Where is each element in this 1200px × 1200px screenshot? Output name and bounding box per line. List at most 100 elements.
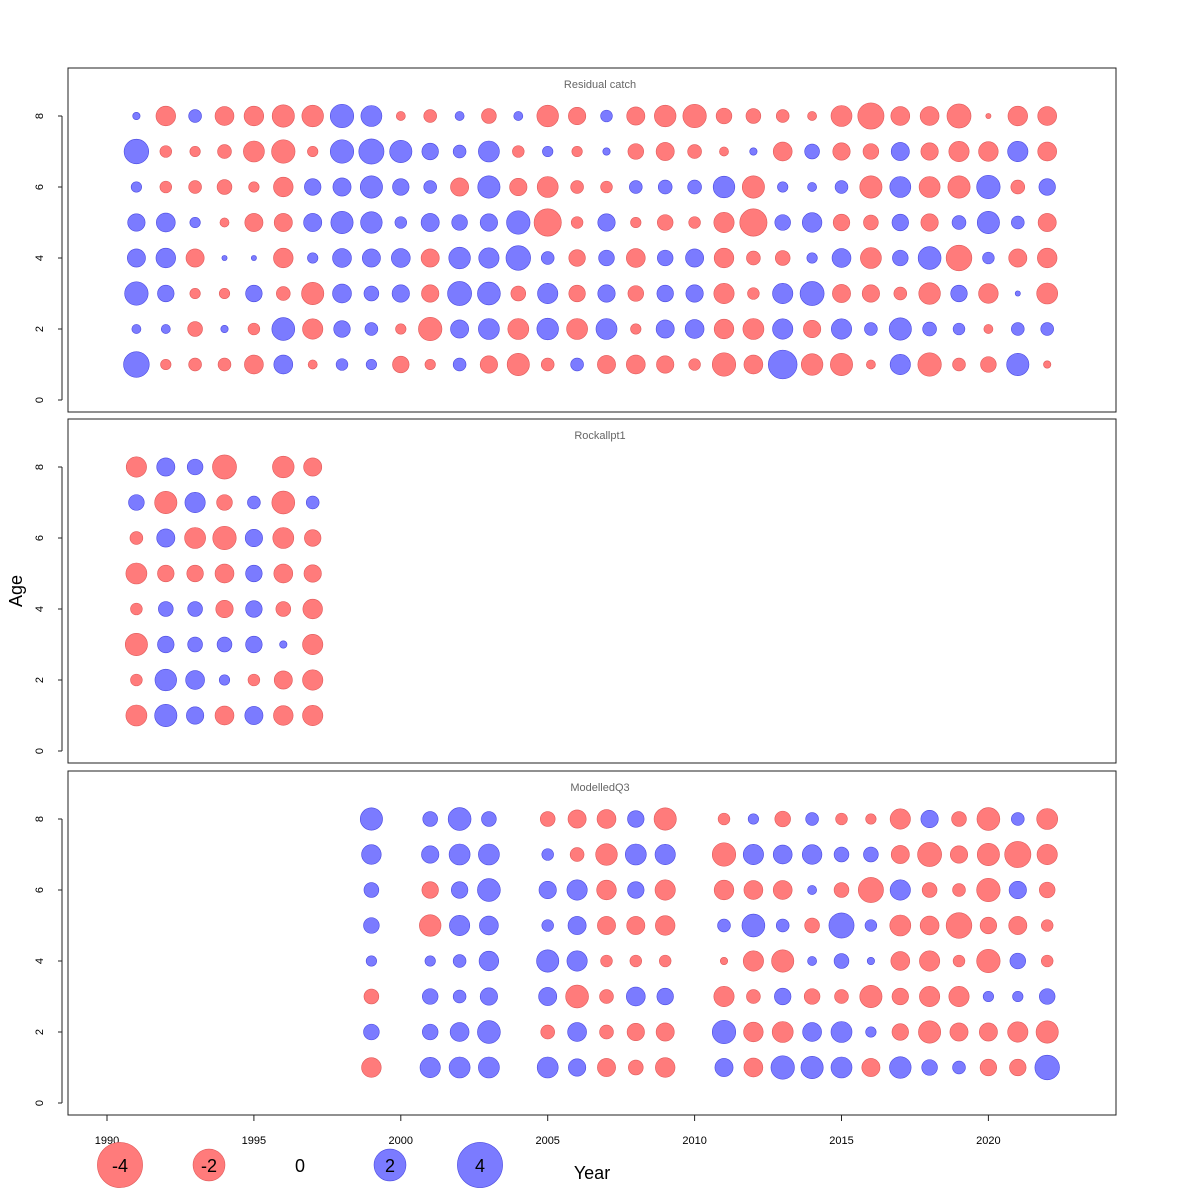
residual-bubble xyxy=(273,670,293,690)
y-tick-label: 0 xyxy=(34,748,46,754)
residual-bubble xyxy=(597,1058,616,1077)
x-tick-label: 1995 xyxy=(242,1135,266,1147)
residual-bubble xyxy=(481,108,497,124)
residual-bubble xyxy=(363,1023,380,1041)
residual-bubble xyxy=(302,634,324,655)
residual-bubble xyxy=(655,1057,676,1078)
residual-bubble xyxy=(132,111,141,121)
y-tick-label: 8 xyxy=(34,464,46,470)
residual-bubble xyxy=(533,208,562,237)
residual-bubble xyxy=(803,988,821,1005)
residual-bubble xyxy=(449,915,471,936)
residual-bubble xyxy=(1039,881,1056,899)
residual-bubble xyxy=(364,322,379,336)
residual-bubble xyxy=(362,248,381,268)
residual-bubble xyxy=(302,705,324,726)
residual-bubble xyxy=(478,140,500,163)
residual-bubble xyxy=(567,809,587,829)
residual-bubble xyxy=(719,956,729,966)
residual-bubble xyxy=(830,1021,853,1043)
residual-bubble xyxy=(271,317,296,341)
residual-bubble xyxy=(391,248,411,268)
residual-bubble xyxy=(743,1057,764,1078)
residual-bubble xyxy=(777,181,789,193)
residual-bubble xyxy=(423,180,437,194)
residual-bubble xyxy=(333,320,351,338)
residual-bubble xyxy=(626,1022,645,1042)
residual-bubble xyxy=(655,1022,675,1042)
residual-bubble xyxy=(746,250,761,266)
residual-bubble xyxy=(566,950,588,972)
residual-bubble xyxy=(774,250,791,266)
y-tick-label: 6 xyxy=(34,535,46,541)
residual-bubble xyxy=(185,670,205,690)
residual-bubble xyxy=(419,1057,441,1078)
y-tick-label: 6 xyxy=(34,184,46,190)
residual-bubble xyxy=(1041,919,1054,932)
y-tick-label: 2 xyxy=(34,677,46,683)
residual-bubble xyxy=(571,145,583,158)
residual-bubble xyxy=(653,807,677,831)
residual-bubble xyxy=(186,564,204,583)
residual-bubble xyxy=(243,140,265,163)
residual-bubble xyxy=(889,808,911,830)
residual-bubble xyxy=(600,109,613,123)
residual-bubble xyxy=(157,284,175,303)
residual-bubble xyxy=(1006,353,1030,376)
residual-bubble xyxy=(596,809,617,829)
residual-bubble xyxy=(918,282,941,305)
residual-bubble xyxy=(570,180,584,194)
residual-bubble xyxy=(950,284,968,303)
residual-bubble xyxy=(452,357,467,372)
residual-bubble xyxy=(271,104,295,128)
residual-bubble xyxy=(952,954,966,968)
residual-bubble xyxy=(800,353,824,376)
residual-bubble xyxy=(536,317,559,341)
residual-bubble xyxy=(218,674,231,686)
panel-0-frame xyxy=(67,67,1117,413)
residual-bubble xyxy=(219,217,230,228)
legend-label: 2 xyxy=(385,1156,395,1176)
residual-bubble xyxy=(835,812,848,826)
residual-bubble xyxy=(713,247,735,269)
residual-bubble xyxy=(946,103,972,129)
residual-bubble xyxy=(1007,105,1028,127)
residual-bubble xyxy=(864,322,878,336)
residual-bubble xyxy=(805,812,819,826)
residual-bubble xyxy=(421,284,440,303)
residual-bubble xyxy=(421,142,439,161)
residual-bubble xyxy=(629,180,643,194)
residual-bubble xyxy=(566,318,588,340)
residual-bubble xyxy=(302,669,324,691)
residual-bubble xyxy=(834,989,849,1004)
residual-bubble xyxy=(188,109,202,123)
panel-2-title: ModelledQ3 xyxy=(570,782,629,794)
residual-bubble xyxy=(889,176,912,198)
residual-bubble xyxy=(688,216,701,229)
residual-bubble xyxy=(741,175,765,199)
residual-bubble xyxy=(801,844,823,865)
residual-bubble xyxy=(303,213,323,232)
residual-bubble xyxy=(570,216,584,229)
residual-bubble xyxy=(124,281,149,306)
residual-bubble xyxy=(392,178,410,196)
residual-bubble xyxy=(595,318,618,340)
residual-bubble xyxy=(952,883,966,897)
residual-bubble xyxy=(569,847,585,862)
residual-bubble xyxy=(123,351,150,378)
residual-bubble xyxy=(657,179,673,195)
residual-bubble xyxy=(307,359,318,370)
residual-bubble xyxy=(540,251,555,265)
residual-bubble xyxy=(919,950,941,972)
residual-bubble xyxy=(948,986,970,1007)
residual-bubble xyxy=(828,912,855,939)
residual-bubble xyxy=(363,917,380,934)
residual-bubble xyxy=(866,956,875,966)
residual-bubble xyxy=(772,283,794,304)
residual-bubble xyxy=(244,706,264,725)
residual-bubble xyxy=(304,529,322,547)
residual-bubble xyxy=(565,984,589,1009)
residual-bubble xyxy=(742,950,764,972)
residual-bubble xyxy=(1008,248,1028,268)
residual-bubble xyxy=(1004,841,1032,868)
